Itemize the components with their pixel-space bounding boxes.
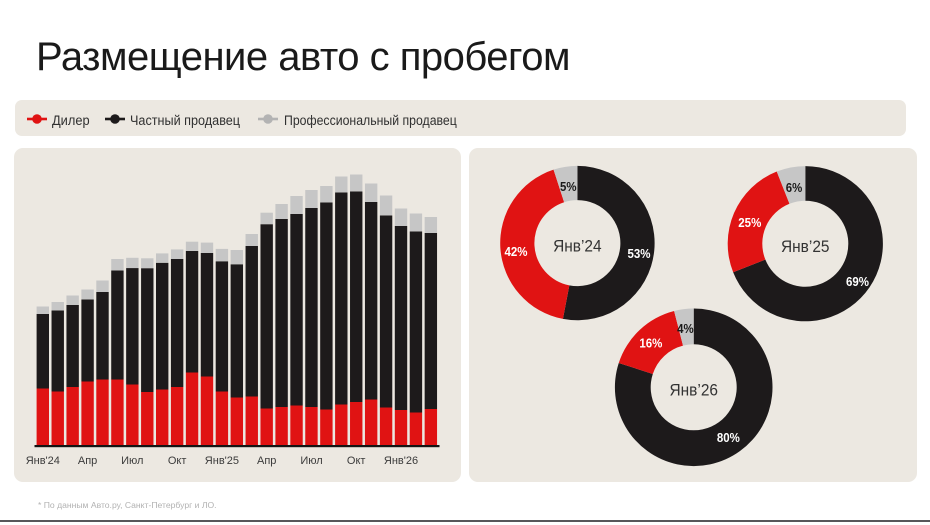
svg-text:Янв’26: Янв’26	[670, 381, 719, 400]
svg-text:Янв'26: Янв'26	[384, 455, 418, 467]
svg-text:4%: 4%	[677, 321, 694, 336]
svg-text:Июл: Июл	[121, 455, 143, 467]
svg-text:Апр: Апр	[78, 455, 97, 467]
svg-text:42%: 42%	[505, 244, 528, 259]
svg-text:Июл: Июл	[300, 455, 322, 467]
svg-text:6%: 6%	[786, 180, 803, 195]
svg-text:5%: 5%	[560, 179, 577, 194]
svg-text:Окт: Окт	[168, 455, 187, 467]
svg-text:16%: 16%	[639, 336, 662, 351]
svg-text:Янв'25: Янв'25	[205, 455, 239, 467]
svg-text:Окт: Окт	[347, 455, 366, 467]
svg-text:Янв’24: Янв’24	[553, 236, 602, 255]
svg-text:Янв'24: Янв'24	[26, 455, 60, 467]
svg-text:Апр: Апр	[257, 455, 276, 467]
svg-text:80%: 80%	[717, 430, 740, 445]
svg-text:69%: 69%	[846, 274, 869, 289]
svg-text:Янв’25: Янв’25	[781, 237, 830, 256]
svg-text:53%: 53%	[628, 246, 651, 261]
svg-text:25%: 25%	[738, 215, 761, 230]
